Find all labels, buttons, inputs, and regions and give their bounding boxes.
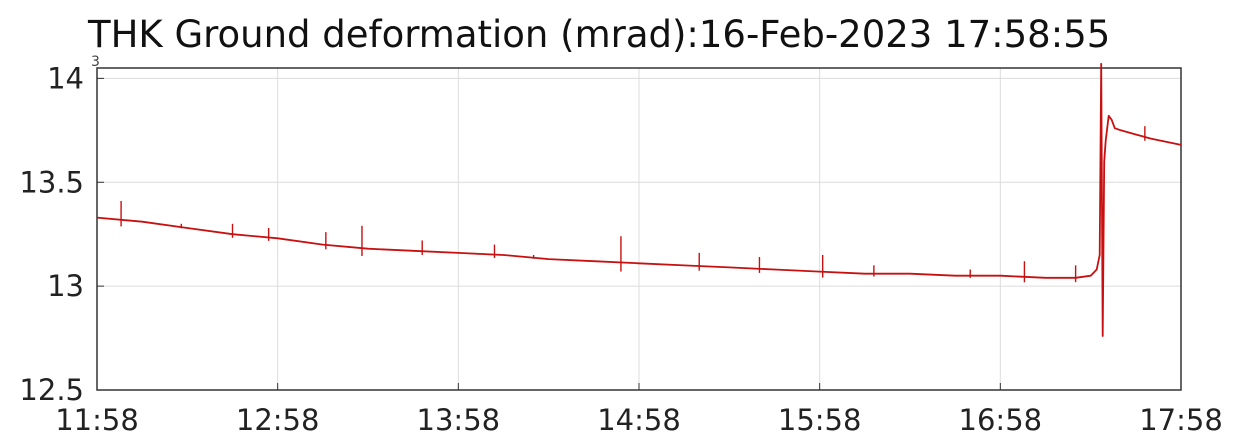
- y-tick-label: 12.5: [19, 373, 84, 407]
- y-exponent-label: 3: [91, 54, 100, 70]
- x-tick-label: 15:58: [778, 403, 862, 437]
- ticks: 11:58 12:58 13:58 14:58 15:58 16:58 17:58 12.5 1…: [19, 61, 1222, 437]
- grid: [97, 68, 1181, 390]
- y-tick-label: 13.5: [19, 165, 84, 199]
- x-tick-label: 17:58: [1139, 403, 1223, 437]
- x-tick-label: 13:58: [417, 403, 501, 437]
- chart-title: THK Ground deformation (mrad):16-Feb-202…: [87, 13, 1110, 56]
- y-tick-label: 13: [47, 269, 84, 303]
- x-tick-label: 12:58: [236, 403, 320, 437]
- x-tick-label: 16:58: [959, 403, 1043, 437]
- series-layer: [96, 62, 1182, 337]
- series-line: [96, 62, 1182, 337]
- x-tick-label: 14:58: [597, 403, 681, 437]
- x-tick-label: 11:58: [55, 403, 139, 437]
- y-tick-label: 14: [47, 61, 84, 95]
